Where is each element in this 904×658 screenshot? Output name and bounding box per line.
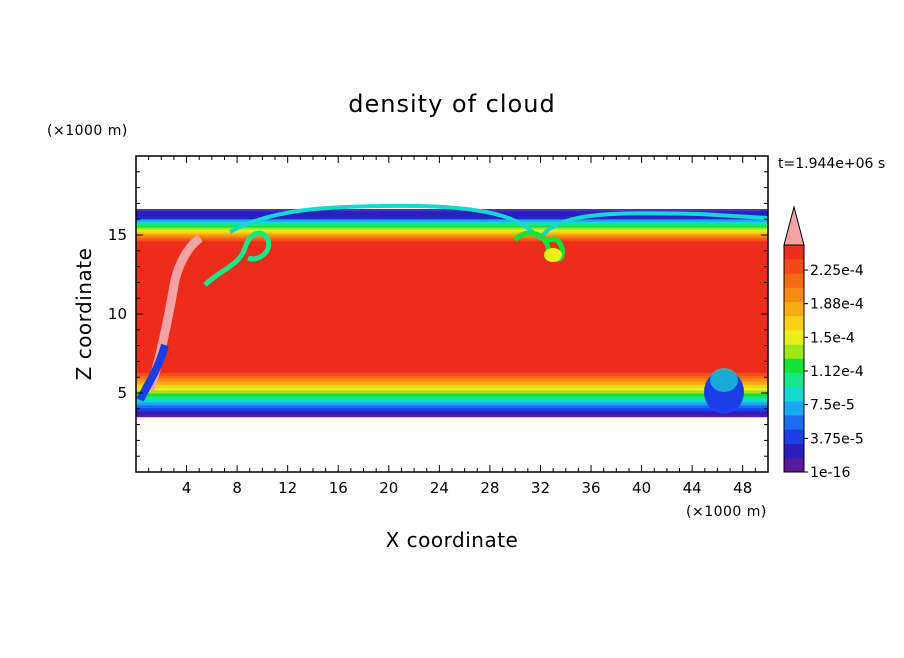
density-band-lower — [136, 395, 768, 400]
density-core — [136, 242, 768, 370]
density-band-lower — [136, 398, 768, 403]
colorbar-segment — [784, 301, 804, 317]
left-plume-edge — [136, 343, 169, 402]
colorbar-segment — [784, 372, 804, 388]
colorbar-segment — [784, 245, 804, 260]
density-band-lower — [136, 369, 768, 373]
density-band-lower — [136, 384, 768, 388]
colorbar-segment — [784, 287, 804, 303]
colorbar-label: 7.5e-5 — [810, 398, 855, 414]
time-label: t=1.944e+06 s — [778, 156, 885, 172]
density-band-upper — [136, 225, 768, 228]
density-band-lower — [136, 401, 768, 406]
plot-area — [136, 156, 768, 472]
density-band-lower — [136, 387, 768, 391]
density-band-lower — [136, 375, 768, 379]
x-tick-label: 28 — [480, 479, 499, 497]
density-band-lower — [136, 413, 768, 418]
colorbar-label: 3.75e-5 — [810, 431, 864, 447]
density-band-upper — [136, 221, 768, 224]
colorbar-segment — [784, 344, 804, 359]
colorbar-label: 2.25e-4 — [810, 263, 864, 279]
density-band-lower — [136, 378, 768, 382]
density-band-lower — [136, 393, 768, 397]
colorbar-segment — [784, 330, 804, 345]
colorbar-label: 1.12e-4 — [810, 364, 864, 380]
x-unit-label: (×1000 m) — [686, 504, 767, 520]
colorbar-segment — [784, 259, 804, 274]
density-band-lower — [136, 404, 768, 409]
density-band-lower — [136, 390, 768, 394]
x-tick-label: 40 — [632, 479, 651, 497]
x-tick-label: 24 — [430, 479, 449, 497]
colorbar-segment — [784, 429, 804, 444]
y-tick-label: 5 — [117, 384, 127, 402]
density-band-upper — [136, 240, 768, 244]
x-tick-label: 12 — [278, 479, 297, 497]
colorbar: 2.25e-4 1.88e-4 1.5e-4 1.12e-4 7.5e-5 3.75e-5… — [783, 205, 864, 481]
density-band-upper — [136, 229, 768, 232]
colorbar-segment — [784, 401, 804, 416]
density-bands — [136, 211, 768, 418]
density-band-upper — [136, 238, 768, 242]
x-tick-label: 8 — [232, 479, 242, 497]
density-band-lower — [136, 372, 768, 376]
density-band-lower — [136, 407, 768, 412]
colorbar-extend-arrow — [783, 205, 805, 246]
x-tick-label: 20 — [379, 479, 398, 497]
density-band-upper — [136, 223, 768, 226]
x-axis-label: X coordinate — [386, 528, 519, 552]
density-band-upper — [136, 227, 768, 230]
eddy-left — [203, 230, 272, 287]
x-tick-label: 32 — [531, 479, 550, 497]
colorbar-segment — [784, 457, 804, 473]
density-band-upper — [136, 219, 768, 222]
colorbar-segment — [784, 358, 804, 373]
colorbar-segment — [784, 443, 804, 459]
density-band-lower — [136, 410, 768, 415]
chart-title: density of cloud — [348, 90, 555, 118]
colorbar-segment — [784, 273, 804, 288]
bottom-right-cell-edge — [710, 368, 738, 392]
colorbar-label: 1e-16 — [810, 465, 850, 481]
density-band-upper — [136, 235, 768, 238]
y-tick-label: 15 — [108, 226, 127, 244]
colorbar-segment — [784, 386, 804, 402]
y-axis: 5 10 15 — [108, 171, 768, 457]
colorbar-label: 1.5e-4 — [810, 330, 855, 346]
density-band-upper — [136, 231, 768, 234]
colorbar-segment — [784, 315, 804, 331]
colorbar-segment — [784, 415, 804, 430]
cloud-top-rim — [229, 203, 768, 241]
x-tick-label: 16 — [329, 479, 348, 497]
x-axis: 4 8 12 16 20 24 28 32 36 40 44 48 — [148, 156, 756, 497]
y-unit-label: (×1000 m) — [47, 123, 128, 139]
x-tick-label: 4 — [182, 479, 192, 497]
density-band-upper — [136, 233, 768, 236]
features — [136, 203, 768, 414]
x-tick-label: 48 — [733, 479, 752, 497]
density-band-lower — [136, 381, 768, 385]
x-tick-label: 36 — [581, 479, 600, 497]
x-tick-label: 44 — [683, 479, 702, 497]
colorbar-label: 1.88e-4 — [810, 297, 864, 313]
y-axis-label: Z coordinate — [72, 248, 96, 381]
density-band-upper — [136, 236, 768, 240]
y-tick-label: 10 — [108, 305, 127, 323]
eddy-core — [544, 248, 562, 262]
